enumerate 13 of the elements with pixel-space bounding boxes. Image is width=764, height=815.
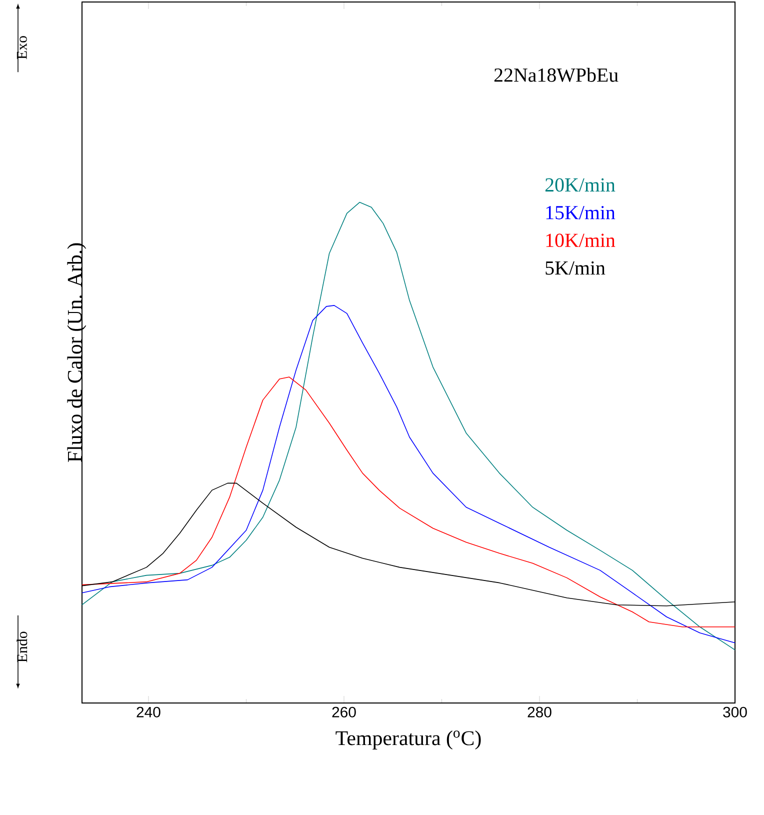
text: 22Na18WPbEu — [494, 68, 618, 82]
text: 20K/min — [545, 178, 616, 192]
x-tick-label: 240 — [136, 706, 160, 718]
x-tick-label: 260 — [332, 706, 356, 718]
x-axis-title: Temperatura ($^{o}$C) — [336, 730, 481, 750]
text: 5K/min — [546, 261, 606, 275]
text: Endo — [16, 632, 28, 662]
text: Exo — [16, 36, 27, 60]
x-tick-label: 300 — [723, 706, 747, 718]
text: 15K/min — [546, 206, 616, 220]
y-axis-title: Fluxo de Calor (Un. Arb.) — [67, 243, 86, 462]
text: 10K/min — [546, 234, 616, 248]
x-tick-label: 280 — [528, 706, 552, 718]
